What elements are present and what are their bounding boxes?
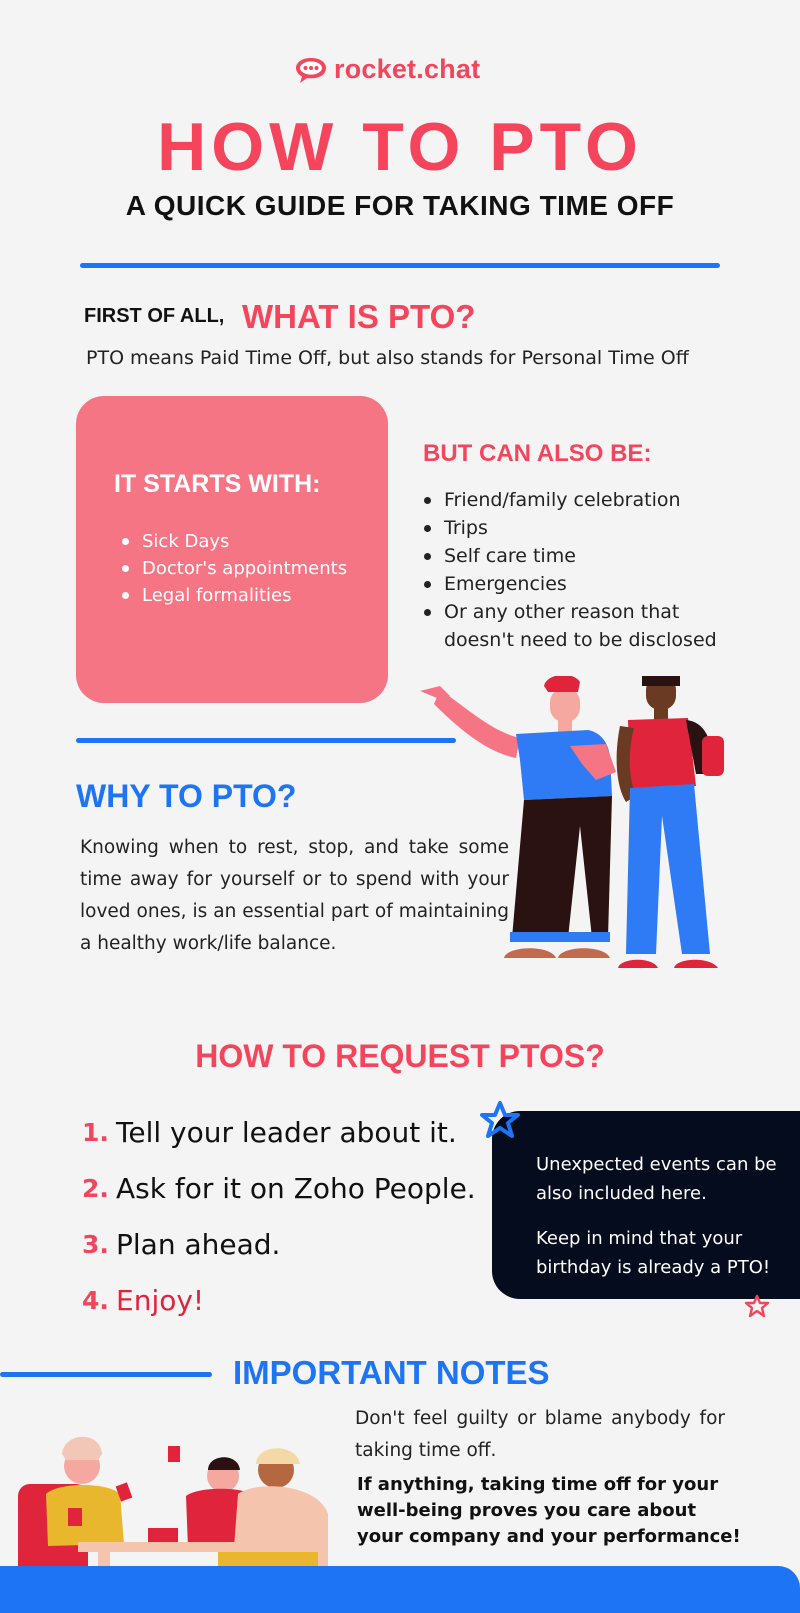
list-item: Emergencies — [424, 570, 744, 598]
footer-bar — [0, 1566, 800, 1613]
step-number: 3. — [82, 1230, 109, 1259]
step-item: 2. Ask for it on Zoho People. — [82, 1161, 476, 1217]
divider-notes — [0, 1372, 212, 1377]
list-item: Sick Days — [122, 528, 347, 555]
tip-note-2: Keep in mind that your birthday is alrea… — [536, 1228, 771, 1278]
page-title: HOW TO PTO — [157, 109, 643, 185]
what-question: WHAT IS PTO? — [242, 298, 476, 335]
step-text: Enjoy! — [116, 1284, 205, 1317]
step-item: 4. Enjoy! — [82, 1273, 476, 1329]
notes-title: IMPORTANT NOTES — [233, 1354, 550, 1391]
step-text: Tell your leader about it. — [116, 1116, 457, 1149]
why-text: Knowing when to rest, stop, and take som… — [80, 837, 509, 954]
list-item: Self care time — [424, 542, 744, 570]
rocketchat-logo: rocket.chat — [294, 54, 480, 85]
steps-list: 1. Tell your leader about it. 2. Ask for i… — [82, 1105, 476, 1329]
card-game-illustration — [18, 1436, 328, 1584]
step-item: 3. Plan ahead. — [82, 1217, 476, 1273]
step-item: 1. Tell your leader about it. — [82, 1105, 476, 1161]
starts-with-list: Sick Days Doctor's appointments Legal fo… — [122, 528, 347, 609]
notes-paragraph-1: Don't feel guilty or blame anybody for t… — [355, 1408, 725, 1461]
starts-with-title: IT STARTS WITH: — [114, 470, 321, 498]
list-item: Or any other reason that doesn't need to… — [424, 598, 744, 654]
starts-with-card — [76, 396, 388, 703]
step-number: 4. — [82, 1286, 109, 1315]
list-item: Friend/family celebration — [424, 486, 744, 514]
logo-text: rocket.chat — [334, 54, 481, 84]
list-item: Trips — [424, 514, 744, 542]
tip-text: Unexpected events can be also included h… — [536, 1150, 796, 1282]
how-title: HOW TO REQUEST PTOS? — [195, 1038, 605, 1074]
divider-top — [80, 263, 720, 268]
what-label: FIRST OF ALL, — [84, 305, 225, 327]
list-item: Doctor's appointments — [122, 555, 347, 582]
also-be-title: BUT CAN ALSO BE: — [423, 440, 652, 467]
pto-definition: PTO means Paid Time Off, but also stands… — [86, 347, 689, 369]
tip-card — [492, 1111, 800, 1299]
chat-bubble-icon — [296, 57, 326, 83]
also-be-list: Friend/family celebration Trips Self car… — [424, 486, 744, 654]
notes-paragraph-2: If anything, taking time off for your we… — [357, 1474, 741, 1547]
why-title: WHY TO PTO? — [76, 778, 297, 814]
tip-note-1: Unexpected events can be also included h… — [536, 1154, 777, 1204]
list-item: Legal formalities — [122, 582, 347, 609]
step-number: 2. — [82, 1174, 109, 1203]
page-subtitle: A QUICK GUIDE FOR TAKING TIME OFF — [125, 190, 675, 221]
star-icon — [744, 1294, 770, 1318]
step-text: Plan ahead. — [116, 1228, 281, 1261]
star-icon — [480, 1101, 520, 1138]
step-number: 1. — [82, 1118, 109, 1147]
step-text: Ask for it on Zoho People. — [116, 1172, 476, 1205]
people-illustration — [420, 676, 724, 968]
divider-mid — [76, 738, 456, 743]
